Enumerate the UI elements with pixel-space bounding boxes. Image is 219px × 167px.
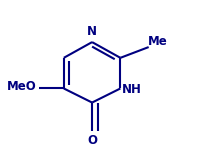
Text: NH: NH <box>122 83 141 96</box>
Text: MeO: MeO <box>7 80 36 93</box>
Text: N: N <box>87 25 97 38</box>
Text: O: O <box>87 134 97 147</box>
Text: Me: Me <box>148 35 167 48</box>
